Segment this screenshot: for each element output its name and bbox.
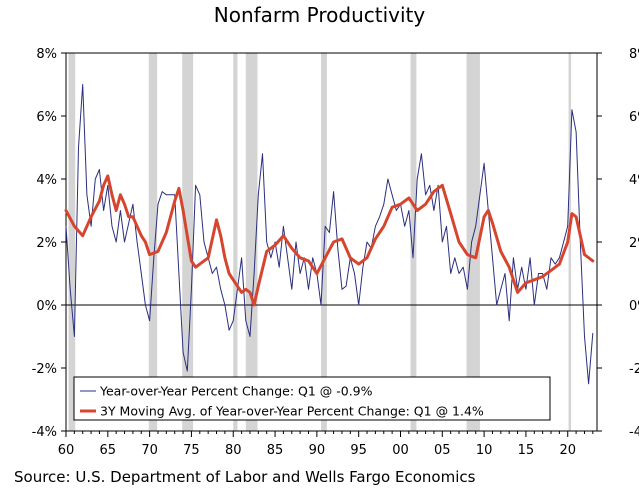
legend: Year-over-Year Percent Change: Q1 @ -0.9… — [73, 376, 551, 421]
series-layer — [64, 84, 595, 385]
x-tick-label: 15 — [518, 443, 535, 458]
y-axis-right: -4% -2% 0% 2% 4% 6% 8% — [597, 47, 639, 440]
x-tick-label: 95 — [350, 443, 367, 458]
x-tick-label: 60 — [58, 443, 75, 458]
legend-label-3y-avg: 3Y Moving Avg. of Year-over-Year Percent… — [100, 404, 484, 419]
x-tick-label: 10 — [476, 443, 493, 458]
y-tick-label-left: 8% — [36, 47, 57, 62]
legend-box — [73, 376, 551, 421]
x-tick-label: 90 — [309, 443, 326, 458]
x-tick-label: 70 — [141, 443, 158, 458]
recession-band — [245, 53, 258, 431]
y-tick-label-right: 4% — [629, 173, 639, 188]
recession-band — [568, 53, 572, 431]
series-line-yoy — [65, 84, 594, 385]
y-tick-label-right: 6% — [629, 110, 639, 125]
y-axis-left: -4% -2% 0% 2% 4% 6% 8% — [32, 47, 66, 440]
x-tick-label: 85 — [267, 443, 284, 458]
y-tick-label-left: 0% — [36, 299, 57, 314]
legend-label-yoy: Year-over-Year Percent Change: Q1 @ -0.9… — [99, 384, 373, 399]
y-tick-label-right: 2% — [629, 236, 639, 251]
y-tick-label-right: -4% — [629, 425, 639, 440]
source-note: Source: U.S. Department of Labor and Wel… — [14, 468, 476, 486]
y-tick-label-left: -2% — [32, 362, 57, 377]
y-tick-label-left: 6% — [36, 110, 57, 125]
y-tick-label-left: 4% — [36, 173, 57, 188]
x-tick-label: 80 — [225, 443, 242, 458]
y-tick-label-right: 8% — [629, 47, 639, 62]
y-tick-label-right: 0% — [629, 299, 639, 314]
series-line-3y-avg — [64, 174, 595, 307]
recession-band — [466, 53, 480, 431]
x-tick-label: 05 — [434, 443, 451, 458]
x-tick-label: 65 — [100, 443, 117, 458]
y-tick-label-left: 2% — [36, 236, 57, 251]
x-tick-label: 20 — [559, 443, 576, 458]
x-axis: 60 65 70 75 80 85 90 95 00 05 10 15 20 — [58, 431, 594, 458]
recession-band — [148, 53, 158, 431]
x-tick-label: 00 — [392, 443, 409, 458]
x-tick-label: 75 — [183, 443, 200, 458]
recession-band — [233, 53, 238, 431]
y-tick-label-right: -2% — [629, 362, 639, 377]
y-tick-label-left: -4% — [32, 425, 57, 440]
chart-title: Nonfarm Productivity — [214, 3, 426, 27]
recession-band — [68, 53, 76, 431]
